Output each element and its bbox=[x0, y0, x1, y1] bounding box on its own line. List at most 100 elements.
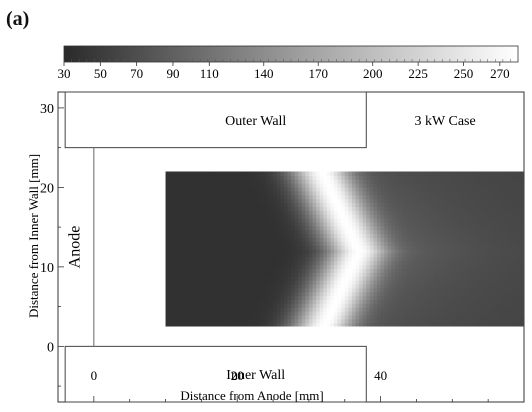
heatmap-cell bbox=[480, 268, 486, 273]
heatmap-cell bbox=[380, 248, 385, 254]
heatmap-cell bbox=[305, 268, 310, 273]
heatmap-cell bbox=[398, 287, 403, 293]
heatmap-cell bbox=[509, 256, 514, 262]
heatmap-cell bbox=[391, 190, 396, 196]
heatmap-cell bbox=[215, 237, 220, 242]
heatmap-cell bbox=[380, 241, 385, 246]
heatmap-cell bbox=[420, 221, 425, 227]
heatmap-cell bbox=[208, 279, 213, 285]
heatmap-cell bbox=[412, 322, 418, 327]
heatmap-cell bbox=[337, 279, 342, 285]
heatmap-cell bbox=[394, 186, 400, 192]
heatmap-cell bbox=[298, 272, 303, 277]
heatmap-cell bbox=[305, 217, 310, 223]
heatmap-cell bbox=[434, 225, 439, 231]
heatmap-cell bbox=[434, 268, 439, 273]
heatmap-cell bbox=[169, 233, 174, 238]
heatmap-cell bbox=[187, 179, 192, 184]
heatmap-cell bbox=[441, 322, 446, 327]
heatmap-cell bbox=[187, 260, 192, 266]
heatmap-cell bbox=[513, 229, 518, 235]
heatmap-cell bbox=[470, 299, 475, 304]
heatmap-cell bbox=[387, 210, 392, 215]
heatmap-cell bbox=[409, 206, 414, 211]
heatmap-cell bbox=[466, 229, 471, 235]
heatmap-cell bbox=[215, 291, 220, 297]
heatmap-cell bbox=[201, 314, 206, 320]
heatmap-cell bbox=[301, 248, 306, 254]
heatmap-cell bbox=[348, 217, 353, 223]
heatmap-cell bbox=[344, 279, 349, 285]
heatmap-cell bbox=[251, 260, 256, 266]
heatmap-cell bbox=[169, 186, 174, 192]
heatmap-cell bbox=[420, 229, 425, 235]
heatmap-cell bbox=[509, 314, 514, 320]
heatmap-cell bbox=[280, 198, 285, 204]
heatmap-cell bbox=[377, 225, 382, 231]
heatmap-cell bbox=[448, 279, 453, 285]
heatmap-cell bbox=[190, 256, 195, 262]
heatmap-cell bbox=[470, 272, 475, 277]
heatmap-cell bbox=[326, 291, 332, 297]
heatmap-cell bbox=[330, 190, 335, 196]
heatmap-cell bbox=[204, 268, 210, 273]
heatmap-cell bbox=[455, 295, 461, 300]
heatmap-cell bbox=[305, 264, 310, 269]
heatmap-cell bbox=[430, 252, 435, 258]
heatmap-cell bbox=[430, 206, 435, 211]
heatmap-cell bbox=[369, 179, 375, 184]
heatmap-cell bbox=[219, 198, 224, 204]
heatmap-cell bbox=[405, 229, 410, 235]
heatmap-cell bbox=[240, 287, 245, 293]
heatmap-cell bbox=[416, 233, 421, 238]
heatmap-cell bbox=[240, 221, 245, 227]
heatmap-cell bbox=[341, 237, 346, 242]
heatmap-cell bbox=[441, 171, 446, 176]
heatmap-cell bbox=[480, 245, 486, 250]
heatmap-cell bbox=[437, 210, 443, 215]
heatmap-cell bbox=[463, 291, 468, 297]
heatmap-cell bbox=[473, 183, 478, 188]
heatmap-cell bbox=[169, 310, 174, 316]
heatmap-cell bbox=[484, 276, 489, 281]
y-axis-label: Distance from Inner Wall [mm] bbox=[26, 154, 41, 318]
heatmap-cell bbox=[276, 217, 281, 223]
heatmap-cell bbox=[294, 252, 299, 258]
heatmap-cell bbox=[165, 229, 170, 235]
heatmap-cell bbox=[351, 210, 357, 215]
heatmap-cell bbox=[169, 171, 174, 176]
heatmap-cell bbox=[190, 179, 195, 184]
heatmap-cell bbox=[420, 276, 425, 281]
heatmap-cell bbox=[262, 171, 267, 176]
heatmap-cell bbox=[416, 264, 421, 269]
heatmap-cell bbox=[470, 256, 475, 262]
heatmap-cell bbox=[330, 322, 335, 327]
heatmap-cell bbox=[430, 310, 435, 316]
heatmap-cell bbox=[348, 214, 353, 219]
heatmap-cell bbox=[308, 206, 314, 211]
heatmap-cell bbox=[430, 276, 435, 281]
heatmap-cell bbox=[258, 186, 263, 192]
heatmap-cell bbox=[312, 206, 317, 211]
heatmap-cell bbox=[244, 287, 249, 293]
heatmap-cell bbox=[420, 217, 425, 223]
heatmap-cell bbox=[204, 279, 210, 285]
heatmap-cell bbox=[412, 179, 418, 184]
heatmap-cell bbox=[516, 241, 522, 246]
heatmap-cell bbox=[362, 268, 367, 273]
heatmap-cell bbox=[509, 171, 514, 176]
heatmap-cell bbox=[359, 202, 364, 207]
heatmap-cell bbox=[208, 225, 213, 231]
heatmap-cell bbox=[373, 287, 378, 293]
heatmap-cell bbox=[420, 198, 425, 204]
heatmap-cell bbox=[405, 256, 410, 262]
heatmap-cell bbox=[452, 307, 457, 312]
heatmap-cell bbox=[319, 322, 324, 327]
heatmap-cell bbox=[520, 310, 525, 316]
heatmap-cell bbox=[165, 287, 170, 293]
heatmap-cell bbox=[416, 194, 421, 200]
heatmap-cell bbox=[427, 256, 432, 262]
heatmap-cell bbox=[230, 175, 235, 180]
heatmap-cell bbox=[495, 233, 500, 238]
heatmap-cell bbox=[420, 186, 425, 192]
